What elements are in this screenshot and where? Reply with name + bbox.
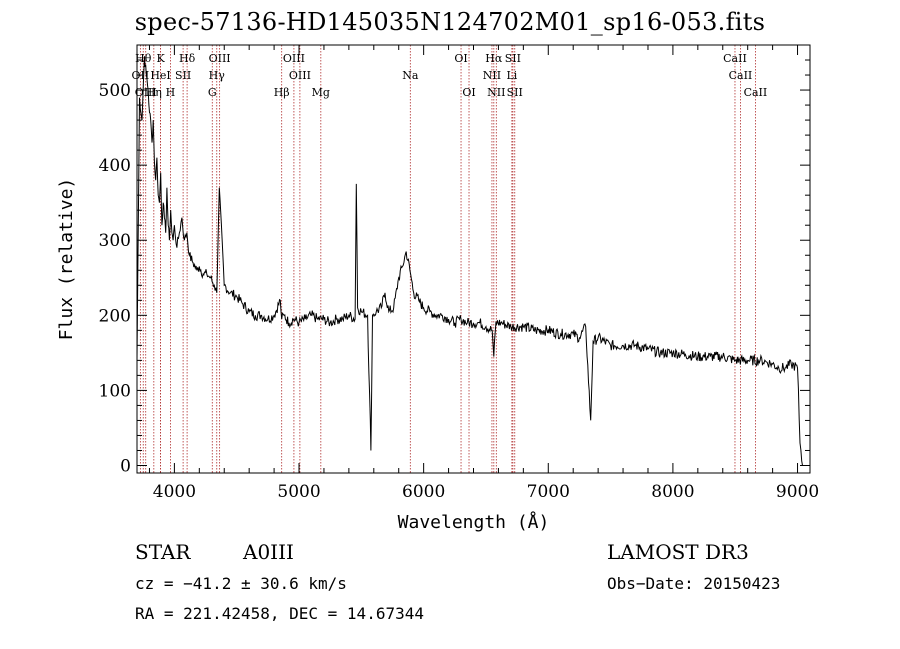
line-label-9: OIII bbox=[209, 52, 231, 65]
line-label-16: Na bbox=[402, 69, 419, 82]
x-axis-label: Wavelength (Å) bbox=[398, 511, 550, 533]
line-label-23: Li bbox=[506, 69, 517, 82]
line-label-27: CaII bbox=[744, 86, 768, 99]
y-tick-label-200: 200 bbox=[99, 306, 131, 326]
y-axis-ticks: 0 100 200 300 400 500 bbox=[99, 59, 810, 476]
x-tick-label-5000: 5000 bbox=[277, 482, 320, 502]
line-label-8: Hδ bbox=[179, 52, 196, 65]
line-label-11: G bbox=[208, 86, 217, 99]
x-tick-label-9000: 9000 bbox=[776, 482, 819, 502]
line-label-13: OIII bbox=[283, 52, 305, 65]
y-tick-label-100: 100 bbox=[99, 381, 131, 401]
line-label-12: Hβ bbox=[274, 86, 290, 99]
y-tick-label-300: 300 bbox=[99, 231, 131, 251]
line-label-0: Hθ bbox=[135, 52, 152, 65]
line-label-24: SII bbox=[507, 86, 523, 99]
line-label-4: HeI bbox=[150, 69, 170, 82]
survey-name: LAMOST DR3 bbox=[607, 540, 749, 564]
line-label-18: OI bbox=[462, 86, 475, 99]
line-label-20: NII bbox=[483, 69, 501, 82]
observation-date: Obs−Date: 20150423 bbox=[607, 574, 781, 593]
line-label-10: Hγ bbox=[209, 69, 226, 82]
redshift-velocity: cz = −41.2 ± 30.6 km/s bbox=[135, 574, 347, 593]
object-class: STAR bbox=[135, 540, 191, 564]
line-label-6: H bbox=[166, 86, 176, 99]
line-label-25: CaII bbox=[723, 52, 747, 65]
x-tick-label-8000: 8000 bbox=[651, 482, 694, 502]
y-tick-label-0: 0 bbox=[120, 456, 131, 476]
x-tick-label-4000: 4000 bbox=[153, 482, 196, 502]
x-tick-label-6000: 6000 bbox=[402, 482, 445, 502]
line-label-7: SII bbox=[175, 69, 191, 82]
y-axis-label: Flux (relative) bbox=[56, 178, 77, 341]
chart-title: spec-57136-HD145035N124702M01_sp16-053.f… bbox=[134, 8, 766, 36]
line-label-19: Hα bbox=[485, 52, 503, 65]
line-label-21: NII bbox=[487, 86, 505, 99]
line-label-22: SII bbox=[505, 52, 521, 65]
x-axis-ticks: 4000 5000 6000 7000 8000 9000 bbox=[148, 45, 819, 502]
y-tick-label-500: 500 bbox=[99, 81, 131, 101]
line-label-3: K bbox=[156, 52, 165, 65]
object-subclass: A0III bbox=[243, 540, 294, 564]
line-label-14: OIII bbox=[289, 69, 311, 82]
plot-frame bbox=[136, 44, 811, 474]
line-label-26: CaII bbox=[729, 69, 753, 82]
spectrum-series-line bbox=[136, 56, 803, 466]
y-tick-label-400: 400 bbox=[99, 156, 131, 176]
coordinates: RA = 221.42458, DEC = 14.67344 bbox=[135, 604, 424, 623]
line-label-17: OI bbox=[454, 52, 467, 65]
line-label-2: OIII bbox=[135, 86, 157, 99]
line-label-5: Hη bbox=[146, 86, 162, 99]
line-label-15: Mg bbox=[312, 86, 330, 99]
x-tick-label-7000: 7000 bbox=[527, 482, 570, 502]
spectral-line-markers bbox=[139, 45, 756, 473]
